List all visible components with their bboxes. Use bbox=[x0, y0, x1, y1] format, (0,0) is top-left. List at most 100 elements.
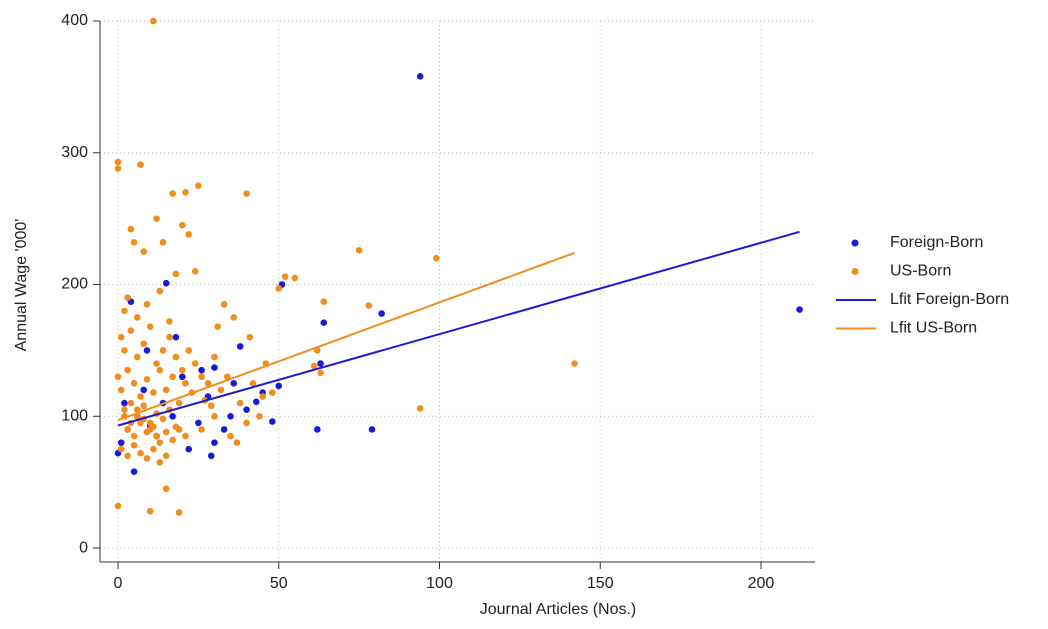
point bbox=[130, 380, 138, 387]
point bbox=[195, 182, 202, 189]
point bbox=[320, 319, 328, 327]
point bbox=[207, 402, 215, 410]
point bbox=[169, 190, 176, 197]
legend-label: Lfit US-Born bbox=[890, 320, 977, 337]
y-tick-label: 200 bbox=[61, 276, 88, 293]
point bbox=[191, 360, 199, 367]
point bbox=[236, 399, 244, 407]
x-axis-label: Journal Articles (Nos.) bbox=[480, 601, 637, 618]
point bbox=[220, 300, 228, 308]
point bbox=[140, 402, 148, 410]
point bbox=[162, 279, 170, 287]
point bbox=[249, 380, 257, 387]
point bbox=[117, 445, 125, 453]
legend-marker bbox=[851, 239, 859, 247]
point bbox=[320, 298, 328, 305]
y-tick-label: 300 bbox=[61, 144, 88, 161]
point bbox=[182, 380, 189, 387]
point bbox=[211, 364, 218, 371]
point bbox=[121, 307, 128, 315]
point bbox=[133, 353, 141, 361]
point bbox=[133, 314, 141, 321]
point bbox=[156, 366, 164, 374]
point bbox=[156, 439, 164, 446]
point bbox=[252, 398, 260, 406]
point bbox=[416, 405, 424, 412]
y-axis-label: Annual Wage '000' bbox=[13, 219, 30, 352]
point bbox=[117, 333, 125, 341]
point bbox=[166, 333, 173, 341]
point bbox=[140, 386, 148, 394]
y-tick-label: 100 bbox=[61, 407, 88, 424]
point bbox=[204, 380, 212, 387]
point bbox=[133, 406, 141, 413]
point bbox=[114, 502, 122, 510]
point bbox=[124, 294, 131, 301]
point bbox=[182, 432, 189, 440]
point bbox=[310, 362, 318, 370]
point bbox=[243, 406, 250, 413]
point bbox=[195, 419, 202, 427]
y-tick-label: 400 bbox=[61, 12, 88, 29]
legend-label: Foreign-Born bbox=[890, 234, 983, 251]
legend-marker bbox=[851, 268, 859, 275]
point bbox=[230, 314, 238, 321]
point bbox=[317, 369, 324, 377]
legend-label: US-Born bbox=[890, 263, 951, 280]
point bbox=[130, 432, 138, 440]
fit-line bbox=[117, 251, 575, 422]
point bbox=[150, 445, 157, 453]
legend-label: Lfit Foreign-Born bbox=[890, 291, 1009, 308]
point bbox=[159, 347, 167, 354]
point bbox=[150, 17, 157, 25]
point bbox=[211, 439, 218, 446]
point bbox=[146, 426, 154, 433]
point bbox=[317, 360, 324, 367]
point bbox=[159, 239, 167, 246]
point bbox=[143, 300, 151, 308]
point bbox=[114, 158, 122, 166]
point bbox=[571, 360, 578, 367]
point bbox=[179, 373, 186, 381]
point bbox=[368, 426, 376, 433]
point bbox=[185, 231, 193, 238]
point bbox=[227, 432, 234, 440]
point bbox=[198, 366, 205, 374]
point bbox=[114, 165, 122, 172]
point bbox=[182, 188, 189, 196]
point bbox=[172, 353, 180, 361]
point bbox=[246, 333, 254, 341]
point bbox=[156, 459, 164, 466]
point bbox=[220, 426, 228, 433]
x-tick-label: 0 bbox=[114, 575, 123, 592]
fit-line bbox=[117, 230, 800, 427]
point bbox=[162, 452, 170, 460]
point bbox=[175, 509, 183, 516]
point bbox=[143, 455, 151, 462]
point bbox=[117, 439, 125, 446]
x-tick-label: 150 bbox=[587, 575, 614, 592]
point bbox=[214, 323, 221, 330]
point bbox=[121, 347, 128, 354]
point bbox=[259, 393, 266, 400]
point bbox=[130, 239, 138, 246]
point bbox=[175, 399, 183, 407]
point bbox=[227, 412, 234, 420]
point bbox=[275, 285, 283, 292]
point bbox=[166, 318, 173, 325]
point bbox=[159, 415, 167, 423]
point bbox=[314, 426, 321, 433]
point bbox=[124, 452, 131, 460]
point bbox=[365, 302, 373, 309]
point bbox=[432, 254, 440, 262]
x-tick-label: 200 bbox=[748, 575, 775, 592]
point bbox=[256, 412, 263, 420]
point bbox=[137, 161, 144, 168]
point bbox=[169, 412, 176, 420]
point bbox=[416, 73, 424, 80]
point bbox=[275, 382, 283, 390]
point bbox=[121, 399, 128, 407]
point bbox=[153, 432, 160, 440]
x-tick-label: 50 bbox=[270, 575, 288, 592]
point bbox=[143, 347, 151, 354]
